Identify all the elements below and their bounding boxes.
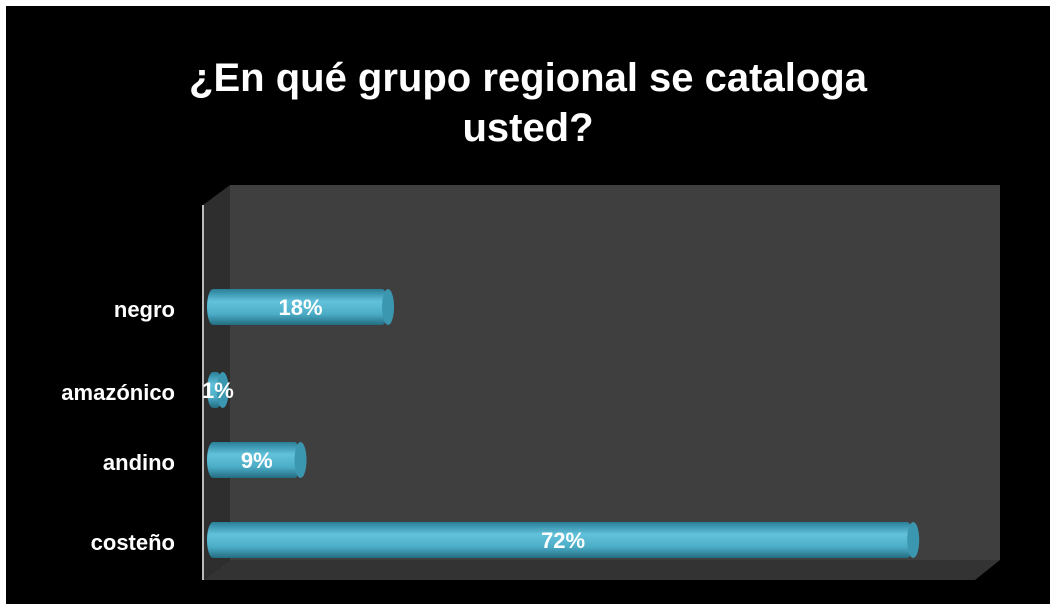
category-label: amazónico (61, 380, 175, 405)
bar-cap (907, 522, 920, 558)
category-label: andino (103, 450, 175, 475)
data-label: 72% (541, 528, 585, 553)
data-label: 18% (279, 295, 323, 320)
bar (207, 522, 914, 558)
chart-title: ¿En qué grupo regional se cataloga usted? (189, 56, 868, 150)
back-wall (230, 185, 1000, 560)
bar (207, 442, 301, 478)
floor (203, 560, 1000, 580)
bar-cap (382, 289, 395, 325)
data-label: 9% (241, 448, 273, 473)
category-label: costeño (91, 530, 175, 555)
bar (207, 289, 389, 325)
bar-cap (294, 442, 307, 478)
category-label: negro (114, 297, 175, 322)
data-label: 1% (202, 378, 234, 403)
bar-cap (216, 372, 229, 408)
